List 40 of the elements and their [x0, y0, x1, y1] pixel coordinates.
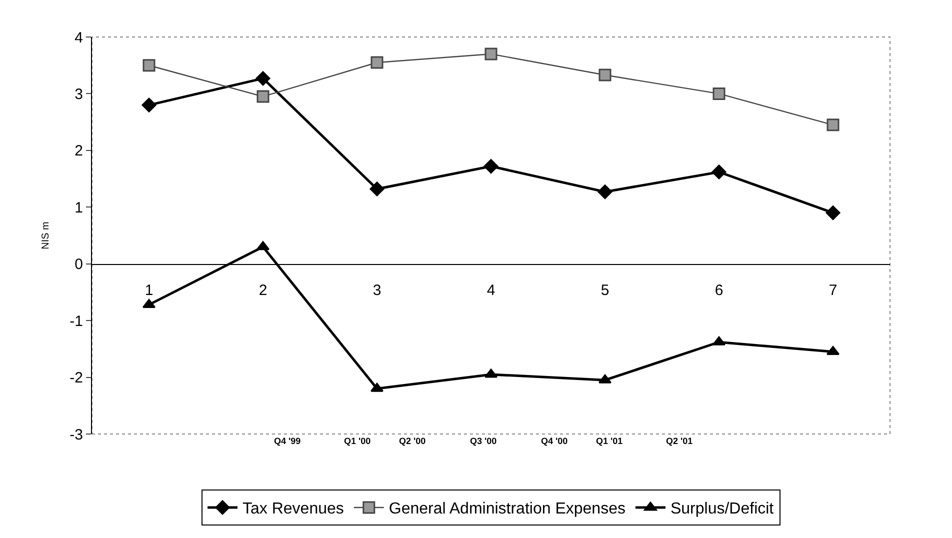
y-tick-label: 3	[74, 86, 83, 103]
point	[712, 164, 726, 180]
point	[826, 118, 840, 132]
text: Q2 '00	[399, 436, 426, 446]
text: Q2 '01	[666, 436, 693, 446]
x-tick-label: 5	[600, 282, 610, 299]
legend-label: Surplus/Deficit	[670, 500, 774, 518]
y-tick-label: -3	[70, 426, 83, 444]
y-axis-title: NIS m	[40, 222, 52, 250]
point	[826, 206, 840, 220]
x-tick-label: 3	[372, 282, 382, 299]
y-tick-label: 1	[74, 199, 83, 216]
text: Q3 '00	[470, 436, 497, 446]
y-tick-label: 2	[74, 142, 83, 160]
x-tick-label: 2	[258, 282, 268, 299]
y-tick-label: -2	[70, 370, 83, 387]
point	[484, 159, 498, 174]
point	[142, 59, 156, 72]
text: Q4 '00	[541, 436, 568, 446]
x-tick-label: 6	[714, 282, 724, 299]
text: Q4 '99	[274, 436, 301, 446]
point	[598, 184, 612, 200]
text: Q1 '01	[596, 436, 623, 446]
legend-label: Tax Revenues	[242, 500, 344, 518]
point	[142, 98, 156, 112]
legend-label: General Administration Expenses	[388, 500, 626, 518]
y-tick-label: -1	[70, 312, 83, 330]
text: Q1 '00	[344, 436, 371, 446]
point	[256, 71, 270, 86]
x-tick-label: 1	[144, 282, 154, 299]
x-tick-label: 4	[486, 282, 496, 299]
point	[370, 182, 384, 196]
point	[598, 68, 612, 82]
point	[484, 48, 498, 60]
point	[370, 56, 384, 69]
point	[256, 90, 270, 103]
point	[712, 87, 726, 100]
y-tick-label: 0	[74, 256, 83, 274]
x-tick-label: 7	[828, 282, 838, 299]
y-tick-label: 4	[74, 29, 83, 46]
